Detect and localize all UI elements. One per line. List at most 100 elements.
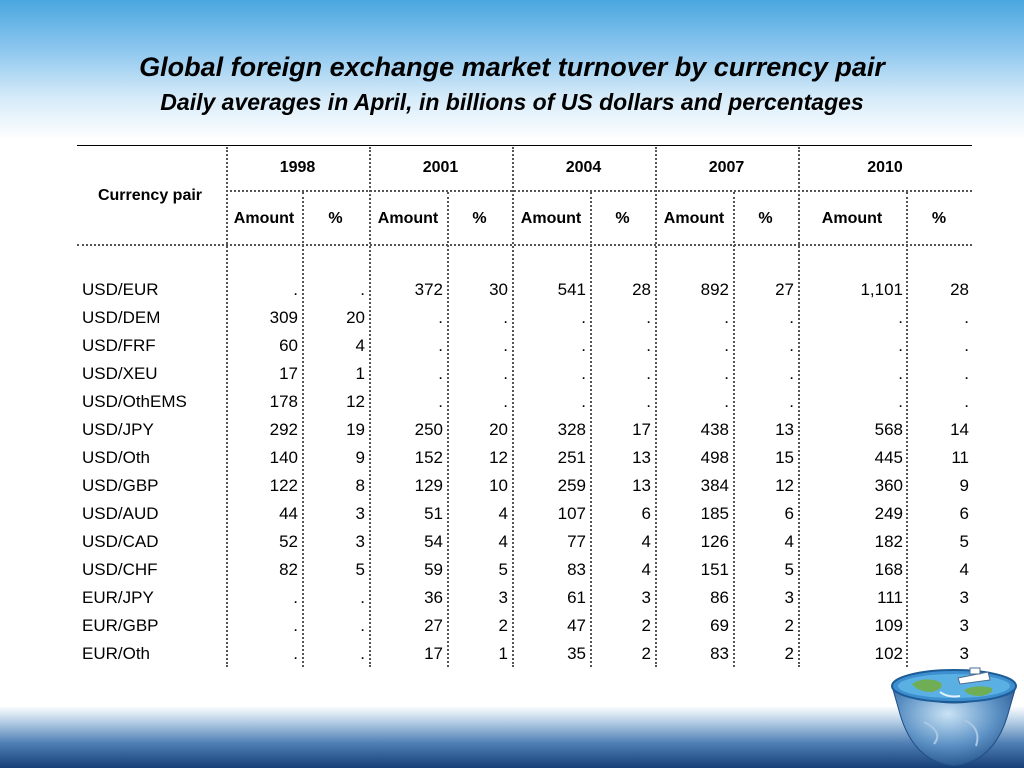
amount-cell: 251: [557, 448, 586, 467]
percent-cell: 15: [775, 448, 794, 467]
amount-cell: 83: [567, 560, 586, 579]
amount-cell: .: [293, 280, 298, 299]
percent-cell: 3: [959, 644, 969, 663]
percent-cell: .: [503, 364, 508, 383]
column-divider: [590, 192, 592, 667]
percent-cell: 4: [641, 532, 651, 551]
amount-cell: 60: [279, 336, 298, 355]
year-header: 1998: [279, 159, 316, 176]
percent-cell: 3: [641, 588, 651, 607]
column-divider: [226, 147, 228, 667]
amount-cell: 541: [557, 280, 586, 299]
percent-header: %: [931, 210, 947, 227]
percent-cell: 3: [355, 504, 365, 523]
percent-cell: .: [964, 392, 969, 411]
currency-pair-label: EUR/GBP: [82, 616, 159, 635]
amount-cell: .: [293, 644, 298, 663]
percent-cell: 9: [959, 476, 969, 495]
column-divider: [655, 147, 657, 667]
percent-cell: 2: [641, 616, 651, 635]
currency-pair-label: USD/Oth: [82, 448, 151, 467]
percent-cell: .: [360, 280, 365, 299]
percent-cell: 6: [641, 504, 651, 523]
amount-cell: .: [438, 308, 443, 327]
amount-cell: 107: [557, 504, 586, 523]
percent-cell: 28: [950, 280, 969, 299]
percent-cell: .: [646, 364, 651, 383]
column-divider: [447, 192, 449, 667]
amount-cell: 126: [700, 532, 729, 551]
amount-cell: .: [724, 336, 729, 355]
amount-cell: 44: [279, 504, 298, 523]
amount-cell: 47: [567, 616, 586, 635]
amount-cell: 292: [269, 420, 298, 439]
amount-cell: .: [293, 588, 298, 607]
amount-cell: 102: [874, 644, 903, 663]
amount-cell: .: [438, 364, 443, 383]
percent-cell: .: [360, 588, 365, 607]
percent-cell: .: [964, 364, 969, 383]
percent-cell: 4: [355, 336, 365, 355]
currency-pair-label: USD/OthEMS: [82, 392, 187, 411]
amount-cell: 35: [567, 644, 586, 663]
amount-cell: 568: [874, 420, 903, 439]
amount-header: Amount: [821, 210, 883, 227]
percent-cell: 12: [346, 392, 365, 411]
year-header: 2007: [708, 159, 745, 176]
percent-header: %: [615, 210, 630, 227]
amount-cell: 83: [710, 644, 729, 663]
column-divider: [798, 147, 800, 667]
percent-cell: 20: [346, 308, 365, 327]
amount-cell: 82: [279, 560, 298, 579]
percent-header: %: [758, 210, 773, 227]
amount-cell: .: [293, 616, 298, 635]
percent-cell: 6: [959, 504, 969, 523]
percent-cell: 5: [498, 560, 508, 579]
percent-cell: .: [503, 392, 508, 411]
percent-cell: .: [646, 392, 651, 411]
percent-cell: 10: [489, 476, 508, 495]
column-divider: [512, 147, 514, 667]
percent-cell: 2: [641, 644, 651, 663]
amount-header: Amount: [377, 210, 439, 227]
amount-cell: 178: [269, 392, 298, 411]
amount-cell: 59: [424, 560, 443, 579]
currency-pair-label: EUR/JPY: [82, 588, 154, 607]
amount-cell: .: [898, 364, 903, 383]
percent-cell: 4: [498, 504, 508, 523]
amount-cell: 140: [269, 448, 298, 467]
footer-background: [0, 706, 1024, 768]
year-header-rule: [226, 190, 972, 192]
column-divider: [733, 192, 735, 667]
percent-cell: 4: [959, 560, 969, 579]
currency-pair-label: USD/EUR: [82, 280, 159, 299]
amount-cell: 892: [700, 280, 729, 299]
amount-cell: 86: [710, 588, 729, 607]
percent-cell: .: [360, 616, 365, 635]
amount-cell: 445: [874, 448, 903, 467]
amount-cell: 122: [269, 476, 298, 495]
amount-cell: 309: [269, 308, 298, 327]
amount-cell: 109: [874, 616, 903, 635]
percent-header: %: [472, 210, 487, 227]
currency-pair-label: EUR/Oth: [82, 644, 151, 663]
currency-pair-label: USD/GBP: [82, 476, 159, 495]
globe-ship-icon: [891, 667, 1017, 767]
amount-cell: 250: [414, 420, 443, 439]
amount-header: Amount: [663, 210, 725, 227]
percent-cell: 2: [784, 616, 794, 635]
percent-cell: 1: [498, 644, 508, 663]
column-divider: [906, 192, 908, 667]
amount-cell: .: [898, 336, 903, 355]
amount-cell: 372: [414, 280, 443, 299]
amount-cell: 27: [424, 616, 443, 635]
amount-cell: 54: [424, 532, 443, 551]
percent-cell: .: [503, 336, 508, 355]
percent-cell: 19: [346, 420, 365, 439]
amount-cell: 182: [874, 532, 903, 551]
percent-cell: .: [646, 308, 651, 327]
amount-cell: 77: [567, 532, 586, 551]
amount-cell: 249: [874, 504, 903, 523]
amount-cell: 498: [700, 448, 729, 467]
page-title: Global foreign exchange market turnover …: [139, 52, 885, 82]
